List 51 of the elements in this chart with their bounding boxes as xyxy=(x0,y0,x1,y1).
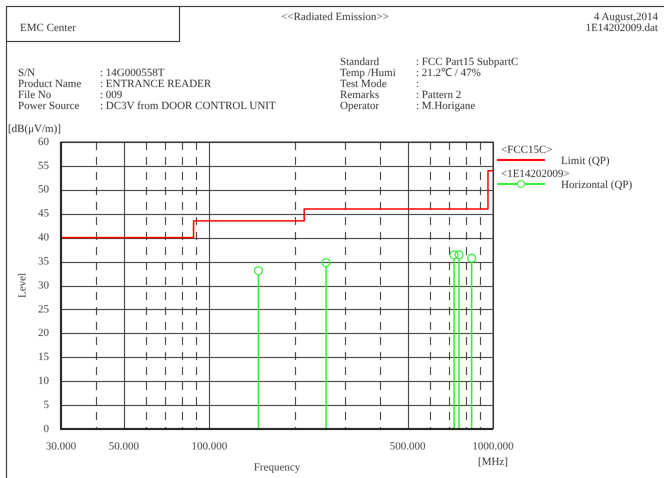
text: <FCC15C> xyxy=(501,144,553,156)
legend-label: Horizontal (QP) xyxy=(561,179,632,191)
x-axis-title: Frequency xyxy=(254,461,301,474)
text: : M.Horigane xyxy=(416,100,476,112)
text: : 14G000558T xyxy=(100,67,164,79)
y-tick-label: 10 xyxy=(38,375,50,388)
y-tick-label: 50 xyxy=(38,184,50,196)
text: Remarks xyxy=(340,89,380,101)
legend-label: Limit (QP) xyxy=(561,155,610,167)
text: [dB(μV/m)] xyxy=(8,123,61,135)
text: Standard xyxy=(340,56,380,68)
text: : DC3V from DOOR CONTROL UNIT xyxy=(100,100,276,112)
text: Test Mode xyxy=(340,78,387,90)
point xyxy=(321,258,331,268)
chart-title: <<Radiated Emission>> xyxy=(280,11,390,23)
y-tick-label: 40 xyxy=(38,232,50,244)
text: 4 August,2014 xyxy=(594,11,658,23)
text: : FCC Part15 SubpartC xyxy=(416,56,518,68)
y-tick-label: 25 xyxy=(38,303,50,316)
x-tick-label: 50.000 xyxy=(108,440,140,452)
text: 1E14202009.dat xyxy=(586,22,658,34)
y-tick-label: 45 xyxy=(38,208,50,220)
x-tick-label: 1000.000 xyxy=(472,440,514,452)
text: Product Name xyxy=(18,78,82,90)
y-tick-label: 55 xyxy=(38,160,50,172)
y-tick-label: 60 xyxy=(38,136,50,148)
x-tick-label: 500.000 xyxy=(390,440,426,452)
text: Operator xyxy=(340,100,380,112)
text: : 009 xyxy=(100,89,122,101)
text: S/N xyxy=(18,67,36,79)
x-tick-label: 30.000 xyxy=(46,440,77,452)
y-tick-label: 20 xyxy=(38,327,50,340)
x-tick-label: 100.000 xyxy=(191,440,228,452)
text: : ENTRANCE READER xyxy=(100,78,212,90)
y-tick-label: 30 xyxy=(38,279,50,292)
point xyxy=(254,266,264,276)
text: [MHz] xyxy=(477,456,509,468)
text: File No xyxy=(18,89,52,101)
y-tick-label: 5 xyxy=(44,398,50,411)
y-axis-title: Level xyxy=(16,272,28,298)
text: : xyxy=(416,78,420,90)
y-tick-label: 0 xyxy=(44,422,50,435)
text: <1E14202009> xyxy=(501,168,570,180)
text: Power Source xyxy=(18,100,80,112)
y-tick-label: 15 xyxy=(38,351,50,364)
text: EMC Center xyxy=(20,22,76,34)
text: : 21.2℃ / 47% xyxy=(416,67,481,79)
text: : Pattern 2 xyxy=(416,89,462,101)
point xyxy=(454,250,464,260)
text: Temp /Humi xyxy=(340,67,396,79)
y-tick-label: 35 xyxy=(38,255,50,268)
